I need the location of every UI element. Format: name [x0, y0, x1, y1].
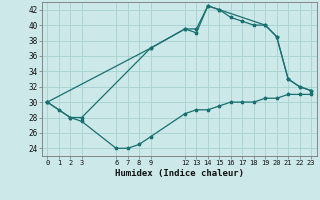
X-axis label: Humidex (Indice chaleur): Humidex (Indice chaleur) — [115, 169, 244, 178]
